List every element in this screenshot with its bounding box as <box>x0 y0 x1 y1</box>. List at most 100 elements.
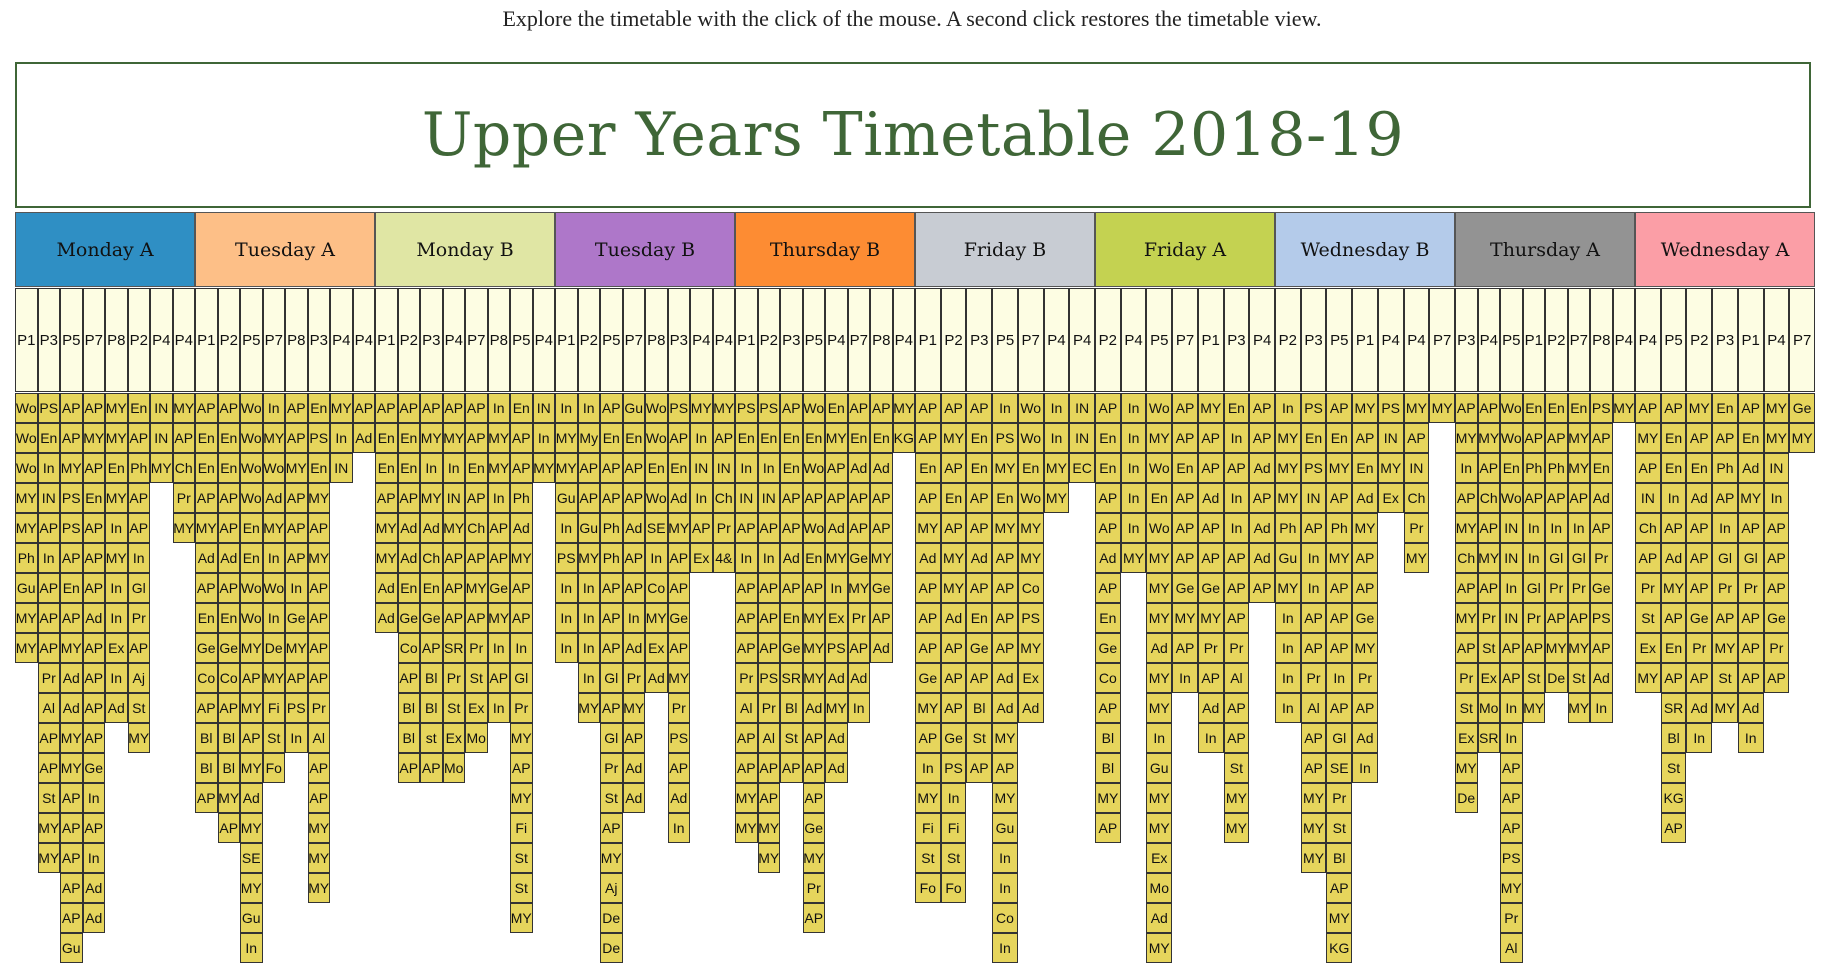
lesson-cell[interactable]: AP <box>1300 723 1327 753</box>
lesson-cell[interactable]: Pr <box>667 693 690 723</box>
period-header[interactable]: P4 <box>1069 288 1095 392</box>
day-header-friday-a[interactable]: Friday A <box>1095 212 1275 287</box>
lesson-cell[interactable]: AP <box>600 813 623 843</box>
lesson-cell[interactable]: Ch <box>1455 543 1478 573</box>
lesson-cell[interactable]: PS <box>1500 843 1523 873</box>
period-header[interactable]: P3 <box>667 288 690 392</box>
lesson-cell[interactable]: AP <box>60 603 83 633</box>
lesson-cell[interactable]: Ex <box>442 723 465 753</box>
lesson-cell[interactable]: En <box>1660 453 1687 483</box>
lesson-cell[interactable]: In <box>1120 393 1147 423</box>
lesson-cell[interactable]: Fi <box>510 813 533 843</box>
lesson-cell[interactable]: En <box>1326 423 1353 453</box>
lesson-cell[interactable]: En <box>195 453 218 483</box>
lesson-cell[interactable]: MY <box>195 513 218 543</box>
lesson-cell[interactable]: De <box>600 903 623 933</box>
lesson-cell[interactable]: AP <box>420 753 443 783</box>
lesson-cell[interactable]: MY <box>1275 453 1301 483</box>
lesson-cell[interactable]: MY <box>1326 453 1353 483</box>
lesson-cell[interactable]: Ad <box>82 873 105 903</box>
lesson-cell[interactable]: Bl <box>217 723 240 753</box>
lesson-cell[interactable]: st <box>420 723 443 753</box>
lesson-cell[interactable]: AP <box>217 513 240 543</box>
lesson-cell[interactable]: MY <box>105 393 128 423</box>
lesson-cell[interactable]: Bl <box>966 693 993 723</box>
day-header-friday-b[interactable]: Friday B <box>915 212 1095 287</box>
lesson-cell[interactable]: Gu <box>555 483 578 513</box>
lesson-cell[interactable]: Ad <box>966 543 993 573</box>
lesson-cell[interactable]: MY <box>667 663 690 693</box>
lesson-cell[interactable]: Pr <box>1477 603 1500 633</box>
lesson-cell[interactable]: Wo <box>1017 423 1044 453</box>
lesson-cell[interactable]: In <box>105 603 128 633</box>
lesson-cell[interactable]: IN <box>1500 543 1523 573</box>
lesson-cell[interactable]: Ad <box>825 753 848 783</box>
lesson-cell[interactable]: Wo <box>802 453 825 483</box>
lesson-cell[interactable]: Fo <box>940 873 967 903</box>
lesson-cell[interactable]: Ge <box>847 543 870 573</box>
lesson-cell[interactable]: Ad <box>825 663 848 693</box>
lesson-cell[interactable]: AP <box>600 693 623 723</box>
lesson-cell[interactable]: St <box>1712 663 1738 693</box>
lesson-cell[interactable]: AP <box>1172 543 1198 573</box>
lesson-cell[interactable]: Gu <box>992 813 1018 843</box>
lesson-cell[interactable]: AP <box>1197 423 1224 453</box>
lesson-cell[interactable]: AP <box>1172 513 1198 543</box>
lesson-cell[interactable]: In <box>1500 723 1523 753</box>
lesson-cell[interactable]: En <box>1146 483 1173 513</box>
lesson-cell[interactable]: AP <box>1500 633 1523 663</box>
lesson-cell[interactable]: AP <box>1326 873 1353 903</box>
lesson-cell[interactable]: Ge <box>1686 603 1713 633</box>
lesson-cell[interactable]: SE <box>1326 753 1353 783</box>
lesson-cell[interactable]: Ad <box>1686 483 1713 513</box>
lesson-cell[interactable]: MY <box>825 543 848 573</box>
period-header[interactable]: P2 <box>1275 288 1301 392</box>
lesson-cell[interactable]: MY <box>1146 573 1173 603</box>
lesson-cell[interactable]: MY <box>847 573 870 603</box>
lesson-cell[interactable]: In <box>262 543 285 573</box>
lesson-cell[interactable]: Wo <box>1146 513 1173 543</box>
lesson-cell[interactable]: MY <box>330 393 353 423</box>
lesson-cell[interactable]: In <box>105 663 128 693</box>
lesson-cell[interactable]: Pr <box>1223 633 1250 663</box>
lesson-cell[interactable]: AP <box>217 573 240 603</box>
lesson-cell[interactable]: MY <box>1146 603 1173 633</box>
lesson-cell[interactable]: En <box>37 423 60 453</box>
lesson-cell[interactable]: Ex <box>1017 663 1044 693</box>
lesson-cell[interactable]: MY <box>577 693 600 723</box>
lesson-cell[interactable]: Ad <box>1146 633 1173 663</box>
lesson-cell[interactable]: IN <box>532 393 555 423</box>
lesson-cell[interactable]: En <box>217 453 240 483</box>
lesson-cell[interactable]: MY <box>82 423 105 453</box>
lesson-cell[interactable]: AP <box>1737 603 1764 633</box>
lesson-cell[interactable]: Wo <box>15 423 38 453</box>
lesson-cell[interactable]: AP <box>667 573 690 603</box>
lesson-cell[interactable]: AP <box>307 783 330 813</box>
lesson-cell[interactable]: AP <box>1763 663 1790 693</box>
lesson-cell[interactable]: AP <box>82 633 105 663</box>
lesson-cell[interactable]: In <box>487 633 510 663</box>
lesson-cell[interactable]: Ge <box>1789 393 1815 423</box>
day-header-wednesday-b[interactable]: Wednesday B <box>1275 212 1455 287</box>
lesson-cell[interactable]: Wo <box>240 393 263 423</box>
lesson-cell[interactable]: AP <box>307 753 330 783</box>
lesson-cell[interactable]: In <box>1197 723 1224 753</box>
lesson-cell[interactable]: En <box>195 423 218 453</box>
lesson-cell[interactable]: AP <box>1686 423 1713 453</box>
lesson-cell[interactable]: Gl <box>127 573 150 603</box>
lesson-cell[interactable]: AP <box>240 663 263 693</box>
lesson-cell[interactable]: AP <box>465 483 488 513</box>
lesson-cell[interactable]: PS <box>1300 453 1327 483</box>
lesson-cell[interactable]: Ge <box>397 603 420 633</box>
lesson-cell[interactable]: Al <box>1300 693 1327 723</box>
lesson-cell[interactable]: AP <box>915 633 941 663</box>
lesson-cell[interactable]: MY <box>915 513 941 543</box>
lesson-cell[interactable]: En <box>1017 453 1044 483</box>
lesson-cell[interactable]: MY <box>240 813 263 843</box>
lesson-cell[interactable]: AP <box>465 543 488 573</box>
lesson-cell[interactable]: Ad <box>217 543 240 573</box>
lesson-cell[interactable]: MY <box>992 513 1018 543</box>
lesson-cell[interactable]: Pr <box>1686 633 1713 663</box>
period-header[interactable]: P5 <box>510 288 533 392</box>
lesson-cell[interactable]: Fi <box>262 693 285 723</box>
